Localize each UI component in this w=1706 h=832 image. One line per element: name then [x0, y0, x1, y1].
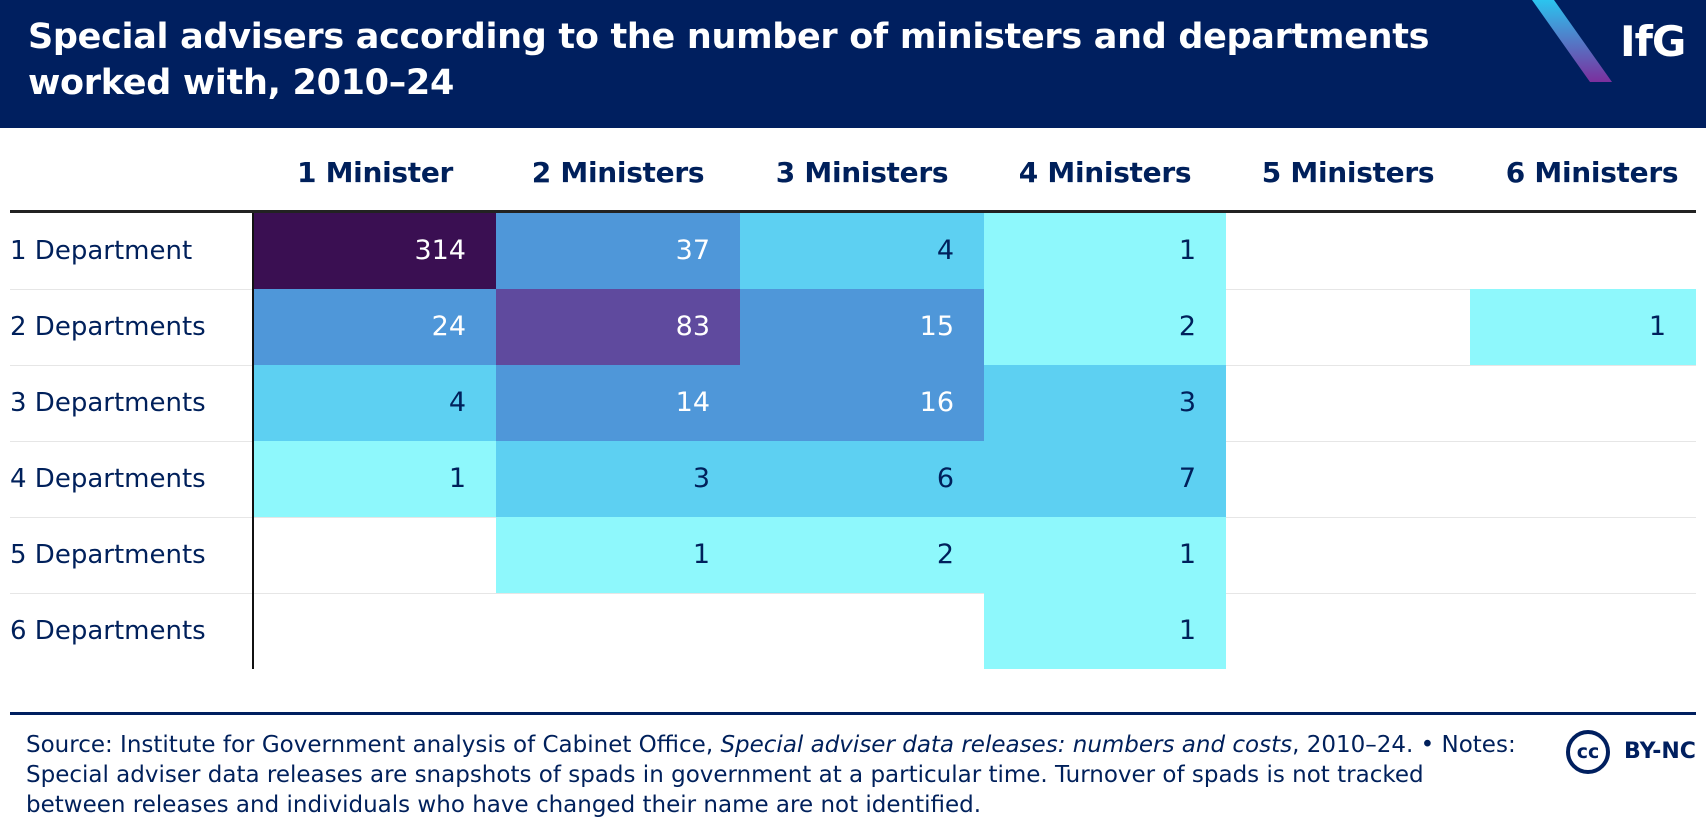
heatmap-cell-r3-c1: 4 [254, 365, 496, 441]
heatmap-cell-r5-c2: 1 [496, 517, 740, 593]
row-label-1-department: 1 Department [10, 236, 193, 266]
chart-header: Special advisers according to the number… [0, 0, 1706, 128]
row-separator [10, 593, 1696, 594]
chart-title: Special advisers according to the number… [28, 17, 1430, 103]
heatmap-cell-r1-c4: 1 [984, 213, 1226, 289]
row-label-3-departments: 3 Departments [10, 388, 206, 418]
source-suffix: , 2010–24. • Notes: Special adviser data… [26, 732, 1516, 818]
row-label-5-departments: 5 Departments [10, 540, 206, 570]
heatmap-cell-r3-c4: 3 [984, 365, 1226, 441]
source-title: Special adviser data releases: numbers a… [720, 732, 1293, 758]
heatmap-cell-r4-c3: 6 [740, 441, 984, 517]
heatmap-cell-r4-c4: 7 [984, 441, 1226, 517]
column-header-6-ministers: 6 Ministers [1505, 156, 1679, 189]
heatmap-cell-r2-c2: 83 [496, 289, 740, 365]
heatmap-cell-r4-c1: 1 [254, 441, 496, 517]
column-header-5-ministers: 5 Ministers [1261, 156, 1435, 189]
heatmap-cell-r6-c4: 1 [984, 593, 1226, 669]
header-rule [10, 210, 1696, 213]
footer-rule [10, 712, 1696, 715]
row-axis-line [252, 213, 254, 669]
heatmap-cell-r1-c1: 314 [254, 213, 496, 289]
ifg-logo-slash-icon [1532, 0, 1612, 82]
heatmap-cell-r2-c3: 15 [740, 289, 984, 365]
column-header-1-minister: 1 Minister [296, 156, 454, 189]
heatmap-cell-r2-c4: 2 [984, 289, 1226, 365]
heatmap-cell-r3-c2: 14 [496, 365, 740, 441]
ifg-logo: IfG [1620, 17, 1686, 66]
row-label-4-departments: 4 Departments [10, 464, 206, 494]
row-label-2-departments: 2 Departments [10, 312, 206, 342]
heatmap-cell-r4-c2: 3 [496, 441, 740, 517]
heatmap-cell-r1-c3: 4 [740, 213, 984, 289]
license-label: BY-NC [1624, 739, 1696, 764]
heatmap-cell-r5-c3: 2 [740, 517, 984, 593]
heatmap-cell-r2-c6: 1 [1470, 289, 1696, 365]
source-notes: Source: Institute for Government analysi… [26, 730, 1516, 820]
column-header-2-ministers: 2 Ministers [531, 156, 705, 189]
license-badge: cc BY-NC [1566, 730, 1696, 774]
column-header-4-ministers: 4 Ministers [1018, 156, 1192, 189]
heatmap-cell-r3-c3: 16 [740, 365, 984, 441]
heatmap-cell-r5-c4: 1 [984, 517, 1226, 593]
heatmap-cell-r2-c1: 24 [254, 289, 496, 365]
heatmap-cell-r1-c2: 37 [496, 213, 740, 289]
column-header-3-ministers: 3 Ministers [775, 156, 949, 189]
source-prefix: Source: Institute for Government analysi… [26, 732, 721, 758]
creative-commons-icon: cc [1566, 730, 1610, 774]
row-label-6-departments: 6 Departments [10, 616, 206, 646]
